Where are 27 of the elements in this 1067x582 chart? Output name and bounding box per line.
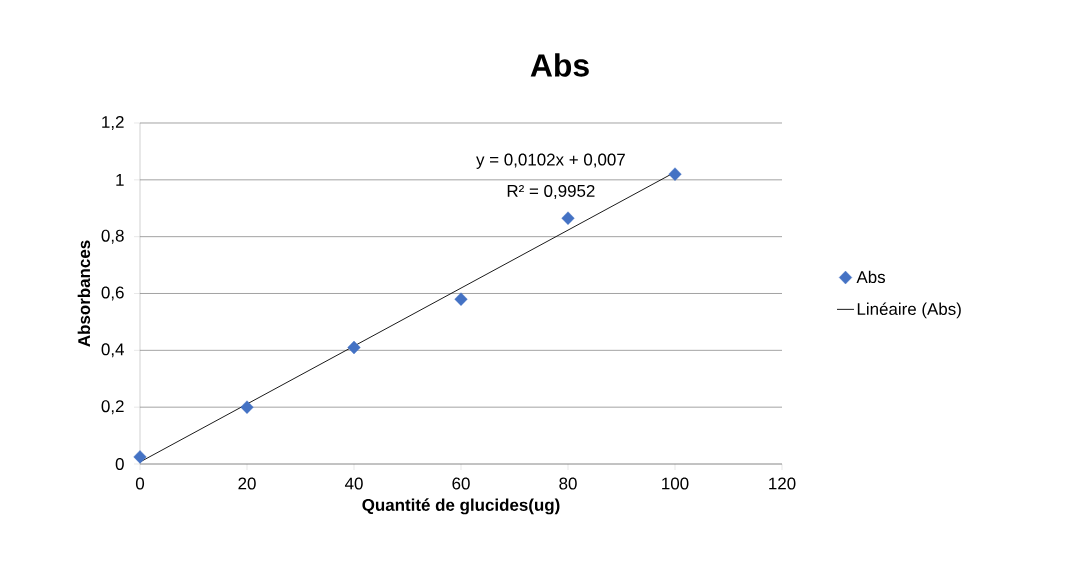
x-tick-label: 0 <box>135 477 145 490</box>
legend-label: Abs <box>856 270 886 284</box>
y-tick-label: 0,4 <box>101 343 124 358</box>
x-tick-label: 120 <box>769 477 796 490</box>
x-axis-title: Quantité de glucides(ug) <box>362 498 560 515</box>
y-axis-title: Absorbances <box>77 240 91 347</box>
y-tick-label: 0,8 <box>101 229 124 244</box>
legend-label: Linéaire (Abs) <box>857 302 961 319</box>
annotation: R² = 0,9952 <box>507 184 595 199</box>
point <box>133 450 147 464</box>
x-tick-label: 20 <box>238 477 256 490</box>
x-tick-label: 80 <box>559 477 577 490</box>
point <box>454 292 468 306</box>
y-tick-label: 0,2 <box>101 400 124 415</box>
x-tick-label: 60 <box>452 477 470 490</box>
y-tick-label: 1,2 <box>102 116 124 130</box>
y-tick-label: 0 <box>115 458 124 470</box>
x-tick-label: 40 <box>344 477 363 490</box>
point <box>240 400 254 414</box>
x-tick-label: 100 <box>662 477 689 490</box>
point <box>347 340 361 355</box>
chart-title: Abs <box>530 53 589 77</box>
annotation: y = 0,0102x + 0,007 <box>476 153 625 169</box>
point <box>668 167 682 181</box>
y-tick-label: 0,6 <box>101 286 124 301</box>
point <box>561 211 575 225</box>
y-tick-label: 1 <box>116 174 124 186</box>
